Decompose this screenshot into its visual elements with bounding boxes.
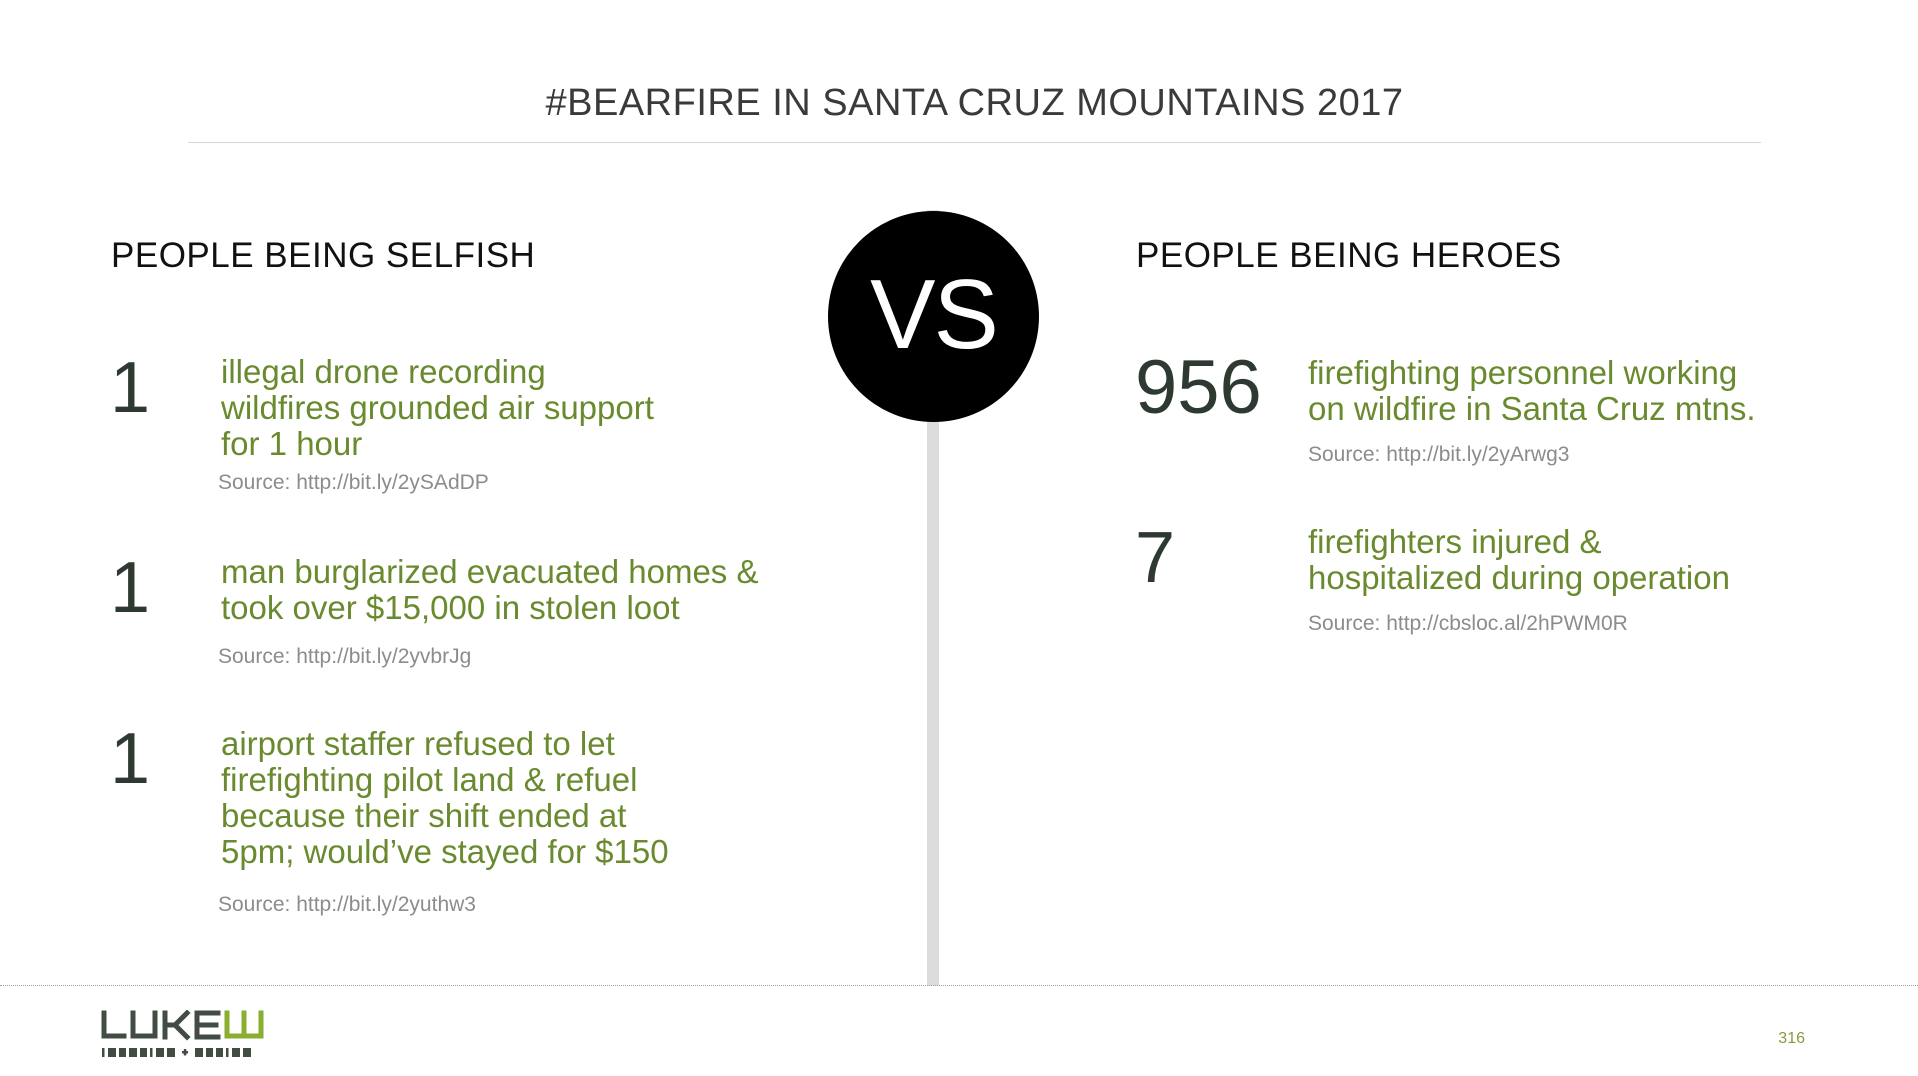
footer-rule — [0, 985, 1918, 986]
description-line: hospitalized during operation — [1308, 559, 1730, 596]
description-line: 5pm; would’ve stayed for $150 — [221, 833, 669, 870]
left-stat-2-number: 1 — [110, 548, 151, 628]
left-stat-3-description: airport staffer refused to let firefight… — [221, 726, 669, 870]
description-line: firefighting personnel working — [1308, 354, 1738, 391]
description-line: took over $15,000 in stolen loot — [221, 589, 680, 626]
left-stat-1-number: 1 — [110, 348, 151, 428]
right-stat-2-source: Source: http://cbsloc.al/2hPWM0R — [1308, 612, 1628, 635]
right-stat-1-description: firefighting personnel working on wildfi… — [1308, 355, 1756, 427]
left-stat-1-source: Source: http://bit.ly/2ySAdDP — [218, 471, 489, 494]
slide-title: #BEARFIRE IN SANTA CRUZ MOUNTAINS 2017 — [545, 82, 1404, 124]
left-stat-2-description: man burglarized evacuated homes & took o… — [221, 554, 758, 626]
right-stat-2-number: 7 — [1135, 518, 1176, 598]
description-line: wildfires grounded air support — [221, 389, 654, 426]
description-line: firefighting pilot land & refuel — [221, 761, 638, 798]
right-stat-1-source: Source: http://bit.ly/2yArwg3 — [1308, 443, 1570, 466]
left-stat-2-source: Source: http://bit.ly/2yvbrJg — [218, 645, 472, 668]
title-rule — [188, 142, 1761, 143]
description-line: airport staffer refused to let — [221, 725, 615, 762]
left-stat-1-description: illegal drone recording wildfires ground… — [221, 354, 654, 462]
logo-mark — [101, 1009, 264, 1057]
right-stat-2-description: firefighters injured & hospitalized duri… — [1308, 524, 1730, 596]
description-line: because their shift ended at — [221, 797, 627, 834]
description-line: illegal drone recording — [221, 353, 546, 390]
description-line: man burglarized evacuated homes & — [221, 553, 759, 590]
right-column-heading: PEOPLE BEING HEROES — [1136, 236, 1562, 275]
description-line: for 1 hour — [221, 425, 363, 462]
company-logo — [100, 1009, 284, 1060]
vs-label: VS — [870, 258, 999, 369]
description-line: on wildfire in Santa Cruz mtns. — [1308, 390, 1756, 427]
left-stat-3-number: 1 — [110, 719, 151, 799]
left-column-heading: PEOPLE BEING SELFISH — [111, 236, 536, 275]
right-stat-1-number: 956 — [1135, 345, 1262, 430]
left-stat-3-source: Source: http://bit.ly/2yuthw3 — [218, 893, 476, 916]
description-line: firefighters injured & — [1308, 523, 1602, 560]
vs-badge: VS — [828, 211, 1039, 422]
page-number: 316 — [1778, 1030, 1805, 1047]
